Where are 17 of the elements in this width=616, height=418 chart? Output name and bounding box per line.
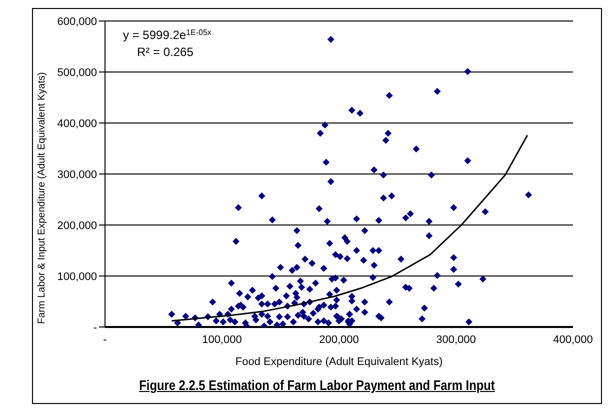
y-tick-label: 200,000 — [57, 220, 97, 232]
y-tick-label: 400,000 — [57, 118, 97, 130]
y-axis-title: Farm Labor & Input Expenditure (Adult Equivalent Kyats) — [36, 72, 48, 324]
y-tick-label: 500,000 — [57, 66, 97, 79]
x-tick-label: 100,000 — [202, 334, 242, 346]
annotation: y = 5999.2e$^{1E-05x}$ — [123, 28, 212, 42]
x-tick-label: 400,000 — [553, 334, 593, 346]
y-tick-label: 100,000 — [57, 270, 97, 283]
y-tick-label: 600,000 — [57, 16, 97, 28]
x-tick-label: - — [103, 334, 108, 346]
x-tick-label: 300,000 — [436, 334, 476, 346]
y-tick-label: - — [93, 322, 98, 334]
x-axis-title: Food Expenditure (Adult Equivalent Kyats) — [235, 356, 443, 368]
annotation: R² = 0.265 — [137, 45, 194, 59]
text: Figure 2.2.5 Estimation of Farm Labor Payment and Farm Input — [138, 376, 496, 395]
y-tick-label: 300,000 — [57, 168, 97, 181]
x-tick-label: 200,000 — [319, 334, 359, 346]
